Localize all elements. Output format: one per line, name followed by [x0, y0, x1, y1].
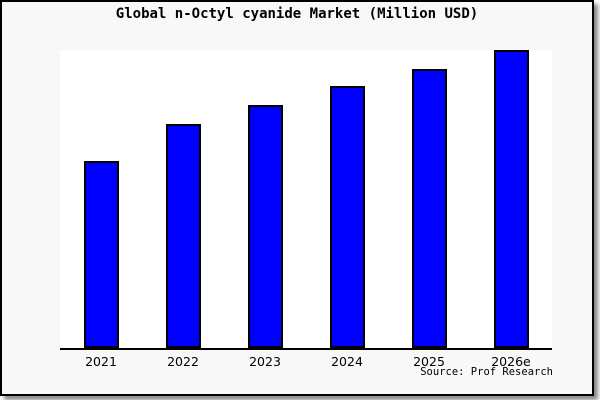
chart-title: Global n-Octyl cyanide Market (Million U… — [115, 6, 479, 22]
bar-slot-2021 — [60, 50, 142, 348]
x-axis-labels: 2021 2022 2023 2024 2025 2026e — [60, 355, 552, 369]
bar-slot-2024 — [306, 50, 388, 348]
bar-2022 — [165, 124, 201, 348]
x-label-2021: 2021 — [85, 354, 117, 369]
bar-2021 — [83, 161, 119, 348]
bar-2026e — [493, 50, 529, 348]
bar-2024 — [329, 86, 365, 348]
x-label-2024: 2024 — [331, 354, 363, 369]
bar-slot-2023 — [224, 50, 306, 348]
bar-slot-2022 — [142, 50, 224, 348]
bar-slot-2025 — [388, 50, 470, 348]
bar-slot-2026e — [470, 50, 552, 348]
x-label-2025: 2025 — [413, 354, 445, 369]
source-credit: Source: Prof Research — [420, 366, 553, 378]
bar-2025 — [411, 69, 447, 348]
x-label-2023: 2023 — [249, 354, 281, 369]
x-label-2022: 2022 — [167, 354, 199, 369]
plot-area — [60, 50, 552, 350]
x-label-2026e: 2026e — [491, 354, 531, 369]
bar-2023 — [247, 105, 283, 348]
bars-container — [60, 50, 552, 348]
